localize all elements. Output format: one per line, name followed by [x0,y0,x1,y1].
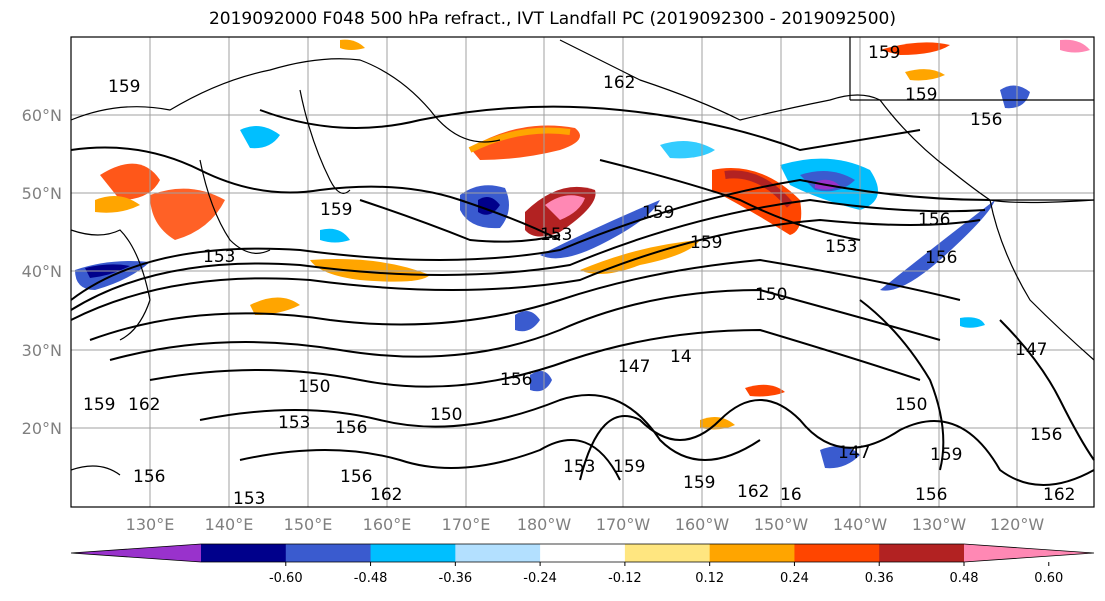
colorbar-segment [455,544,541,562]
shaded-anomalies [75,39,1090,469]
lon-label: 140°E [205,515,254,534]
contour-label: 159 [320,200,352,220]
latitude-labels: 60°N 50°N 40°N 30°N 20°N [22,106,62,438]
contour-label: 156 [970,110,1002,130]
contour-label: 150 [298,377,330,397]
contour-label: 162 [603,73,635,93]
contour-label: 159 [930,445,962,465]
contour-label: 156 [918,210,950,230]
contour-label: 159 [613,457,645,477]
lon-label: 160°E [363,515,412,534]
lon-label: 170°W [596,515,651,534]
map-title: 2019092000 F048 500 hPa refract., IVT La… [208,9,896,29]
lon-label: 140°W [833,515,888,534]
lat-label: 50°N [22,184,62,203]
contour-label: 162 [737,482,769,502]
lat-label: 20°N [22,419,62,438]
colorbar-tick-label: 0.36 [865,571,894,586]
colorbar-segment [201,544,287,562]
contour-label: 147 [618,357,650,377]
colorbar-tick-label: 0.24 [780,571,809,586]
contour-label: 162 [1043,485,1075,505]
lat-label: 40°N [22,262,62,281]
contour-label: 150 [755,285,787,305]
colorbar-ticks: -0.60 -0.48 -0.36 -0.24 -0.12 0.12 0.24 0.36 0.4… [269,562,1063,586]
colorbar-tick-label: 0.12 [695,571,724,586]
contour-label: 159 [868,43,900,63]
lon-label: 130°W [912,515,967,534]
contour-label: 159 [690,233,722,253]
contour-label: 159 [83,395,115,415]
contour-label: 14 [670,347,692,367]
colorbar-segment [370,544,456,562]
contour-label: 150 [430,405,462,425]
longitude-labels: 130°E 140°E 150°E 160°E 170°E 180°W 170°… [126,515,1045,534]
lon-label: 170°E [442,515,491,534]
contour-label: 156 [925,248,957,268]
colorbar-segment [624,544,711,562]
map-frame [70,36,1095,508]
colorbar-segment [285,544,372,562]
lon-label: 120°W [990,515,1045,534]
contour-label-layer: 159 162 159 156 159 156 153 159 159 153 … [83,43,1075,509]
contour-label: 16 [780,485,802,505]
contour-label: 159 [905,85,937,105]
contour-label: 156 [915,485,947,505]
lon-label: 150°W [754,515,809,534]
height-contours [70,105,1095,486]
colorbar [70,543,1095,563]
contour-label: 159 [642,203,674,223]
contour-label: 147 [1015,340,1047,360]
graticule [71,37,1094,507]
lon-label: 180°W [517,515,572,534]
contour-label: 153 [825,237,857,257]
lat-label: 30°N [22,341,62,360]
colorbar-tick-label: -0.24 [523,571,557,586]
contour-label: 153 [278,413,310,433]
lon-label: 130°E [126,515,175,534]
contour-label: 147 [838,443,870,463]
contour-label: 150 [895,395,927,415]
colorbar-segment [879,544,965,562]
colorbar-outline [70,543,1095,563]
colorbar-extension-max [964,544,1094,562]
colorbar-tick-label: -0.60 [269,571,303,586]
contour-label: 153 [563,457,595,477]
contour-label: 153 [540,225,572,245]
contour-label: 162 [370,485,402,505]
contour-label: 156 [1030,425,1062,445]
lon-label: 160°W [675,515,730,534]
contour-label: 159 [108,77,140,97]
colorbar-tick-label: -0.12 [608,571,642,586]
colorbar-segment [540,544,626,562]
contour-label: 156 [133,467,165,487]
contour-label: 153 [203,247,235,267]
coastlines [70,37,1095,476]
colorbar-segment [709,544,795,562]
contour-label: 156 [335,418,367,438]
lon-label: 150°E [284,515,333,534]
colorbar-segment [794,544,880,562]
colorbar-tick-label: 0.48 [950,571,979,586]
colorbar-tick-label: -0.48 [354,571,388,586]
contour-label: 156 [340,467,372,487]
contour-label: 156 [500,370,532,390]
lat-label: 60°N [22,106,62,125]
colorbar-extension-min [71,544,201,562]
colorbar-tick-label: -0.36 [439,571,473,586]
contour-label: 162 [128,395,160,415]
colorbar-tick-label: 0.60 [1034,571,1063,586]
contour-label: 159 [683,473,715,493]
contour-label: 153 [233,489,265,509]
